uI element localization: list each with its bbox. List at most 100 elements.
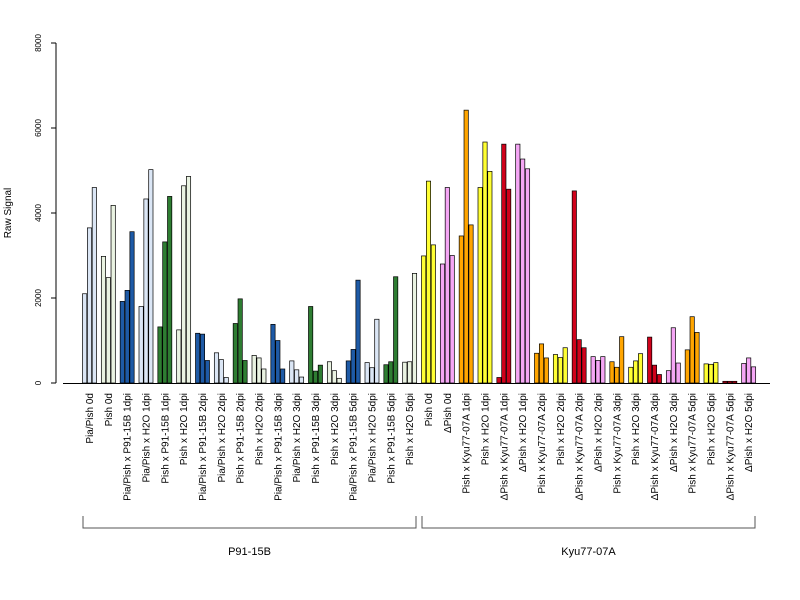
x-tick-label: ΔPish x Kyu77-07A 5dpi — [725, 393, 736, 500]
bar — [543, 357, 549, 384]
bar — [186, 176, 192, 384]
bar — [651, 364, 657, 384]
bar — [722, 380, 728, 384]
x-tick-label: Pish 0d — [104, 393, 115, 426]
x-tick-label: Pish x H2O 5dpi — [706, 393, 717, 465]
bar — [675, 362, 681, 384]
bar — [218, 359, 224, 384]
bar — [482, 141, 488, 384]
bar — [232, 323, 238, 384]
bar — [294, 369, 300, 384]
bar — [552, 354, 558, 384]
y-tick-label: 6000 — [34, 119, 43, 137]
bar — [82, 293, 88, 384]
bar — [176, 329, 182, 384]
bar — [501, 143, 507, 384]
bar — [741, 363, 747, 384]
x-tick-label: ΔPish x H2O 1dpi — [518, 393, 529, 472]
x-tick-label: Pish 0d — [424, 393, 435, 426]
x-tick-label: Pia/Pish x H2O 3dpi — [292, 393, 303, 483]
bar — [91, 187, 97, 384]
x-tick-label: Pish x H2O 2dpi — [556, 393, 567, 465]
bar — [590, 356, 596, 384]
y-axis-title: Raw Signal — [3, 188, 14, 239]
group-brackets: P91-15B Kyu77-07A — [82, 516, 756, 558]
bar — [670, 327, 676, 384]
x-tick-label: Pish x Kyu77-07A 2dpi — [537, 393, 548, 494]
x-tick-label: ΔPish x H2O 2dpi — [593, 393, 604, 472]
group-bracket — [421, 516, 756, 529]
bar — [647, 336, 653, 384]
y-tick-label: 0 — [34, 380, 43, 385]
x-tick-label: Pish x H2O 2dpi — [254, 393, 265, 465]
x-tick-label: ΔPish x Kyu77-07A 1dpi — [499, 393, 510, 500]
bar — [143, 198, 149, 384]
x-tick-label: Pish x P91-15B 1dpi — [160, 393, 171, 484]
x-tick-label: Pia/Pish x P91-15B 5dpi — [349, 393, 360, 501]
bar — [195, 332, 201, 384]
bar — [520, 158, 526, 384]
x-tick-label: Pia/Pish 0d — [85, 393, 96, 444]
x-tick-label: ΔPish x Kyu77-07A 2dpi — [575, 393, 586, 500]
bar — [412, 273, 418, 384]
x-tick-label: Pia/Pish x P91-15B 1dpi — [123, 393, 134, 501]
bar — [694, 332, 700, 384]
x-tick-label: ΔPish x H2O 5dpi — [744, 393, 755, 472]
bar — [110, 205, 116, 384]
bar — [534, 352, 540, 384]
x-tick-labels: Pia/Pish 0d Pish 0d Pia/Pish x P91-15B 1dp… — [85, 393, 755, 501]
x-tick-label: Pish x H2O 3dpi — [330, 393, 341, 465]
bar — [656, 374, 662, 384]
bar — [350, 349, 356, 384]
bar — [331, 370, 337, 384]
group-bracket — [82, 516, 417, 529]
bar — [119, 301, 125, 384]
bar — [223, 377, 229, 384]
bar — [430, 244, 436, 384]
bar — [689, 316, 695, 384]
bar — [138, 306, 144, 384]
y-tick-label: 8000 — [34, 34, 43, 52]
bar — [369, 367, 375, 384]
x-tick-label: Pish x P91-15B 2dpi — [236, 393, 247, 484]
bar — [129, 231, 135, 384]
bar — [204, 360, 210, 384]
bar — [407, 361, 413, 384]
bar — [308, 306, 314, 384]
bar — [374, 318, 380, 384]
group-label: Kyu77-07A — [561, 546, 616, 558]
bar — [665, 370, 671, 384]
bar — [426, 180, 432, 384]
bar — [638, 353, 644, 384]
x-tick-label: Pia/Pish x H2O 5dpi — [367, 393, 378, 483]
bar — [261, 368, 267, 384]
bar — [496, 377, 502, 384]
bar — [525, 168, 531, 384]
group-label: P91-15B — [228, 546, 271, 558]
bar — [576, 339, 582, 384]
bar — [326, 361, 332, 384]
bar — [148, 169, 154, 384]
x-tick-label: ΔPish x H2O 3dpi — [669, 393, 680, 472]
bar — [299, 376, 305, 384]
x-tick-label: Pish x H2O 1dpi — [480, 393, 491, 465]
bar — [402, 361, 408, 384]
bar — [242, 360, 248, 384]
bar — [751, 366, 757, 384]
bar — [727, 380, 733, 384]
bar — [538, 343, 544, 384]
x-tick-label: Pia/Pish x H2O 1dpi — [141, 393, 152, 483]
bar — [124, 290, 130, 384]
x-tick-label: Pish x Kyu77-07A 3dpi — [612, 393, 623, 494]
x-tick-label: Pia/Pish x P91-15B 2dpi — [198, 393, 209, 501]
x-tick-label: ΔPish 0d — [443, 393, 454, 433]
bar — [439, 263, 445, 384]
x-tick-label: ΔPish x Kyu77-07A 3dpi — [650, 393, 661, 500]
x-tick-label: Pia/Pish x H2O 2dpi — [217, 393, 228, 483]
bar — [355, 279, 361, 384]
bar — [275, 340, 281, 384]
bar — [595, 360, 601, 384]
bar — [458, 235, 464, 384]
y-axis: 0 2000 4000 6000 8000 — [34, 34, 57, 385]
bar — [463, 109, 469, 384]
